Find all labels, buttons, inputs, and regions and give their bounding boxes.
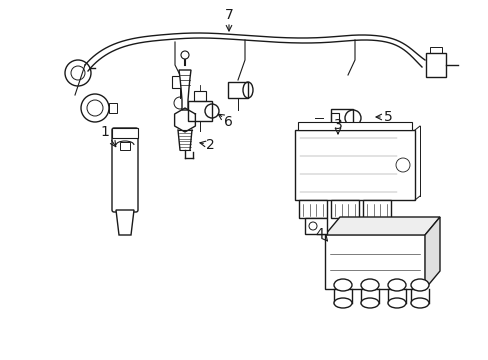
Bar xyxy=(330,113,338,123)
Bar xyxy=(298,200,326,218)
Polygon shape xyxy=(174,108,195,132)
Bar xyxy=(362,200,390,218)
Bar xyxy=(109,103,117,113)
Polygon shape xyxy=(179,70,191,110)
Bar xyxy=(330,109,352,127)
Bar xyxy=(172,76,187,88)
Text: 6: 6 xyxy=(223,115,232,129)
Ellipse shape xyxy=(410,279,428,291)
Text: 3: 3 xyxy=(333,118,342,132)
Bar xyxy=(429,47,441,53)
Ellipse shape xyxy=(360,279,378,291)
Ellipse shape xyxy=(333,279,351,291)
Text: 1: 1 xyxy=(101,125,109,139)
Text: 5: 5 xyxy=(383,110,391,124)
Polygon shape xyxy=(424,217,439,289)
Bar xyxy=(227,82,247,98)
Bar xyxy=(297,122,411,130)
Bar xyxy=(112,128,138,138)
Ellipse shape xyxy=(360,298,378,308)
Bar xyxy=(187,101,212,121)
Polygon shape xyxy=(116,210,134,235)
Bar xyxy=(294,130,414,200)
Bar xyxy=(120,142,130,150)
FancyBboxPatch shape xyxy=(112,128,138,212)
Polygon shape xyxy=(325,217,439,235)
Bar xyxy=(325,234,424,289)
Bar xyxy=(425,53,445,77)
Text: 2: 2 xyxy=(205,138,214,152)
Ellipse shape xyxy=(387,298,405,308)
Bar xyxy=(194,91,205,101)
Ellipse shape xyxy=(410,298,428,308)
Ellipse shape xyxy=(387,279,405,291)
Text: 7: 7 xyxy=(224,8,233,22)
Bar xyxy=(330,200,358,218)
Bar xyxy=(305,218,326,234)
Text: 4: 4 xyxy=(315,227,324,241)
Ellipse shape xyxy=(333,298,351,308)
Circle shape xyxy=(181,51,189,59)
